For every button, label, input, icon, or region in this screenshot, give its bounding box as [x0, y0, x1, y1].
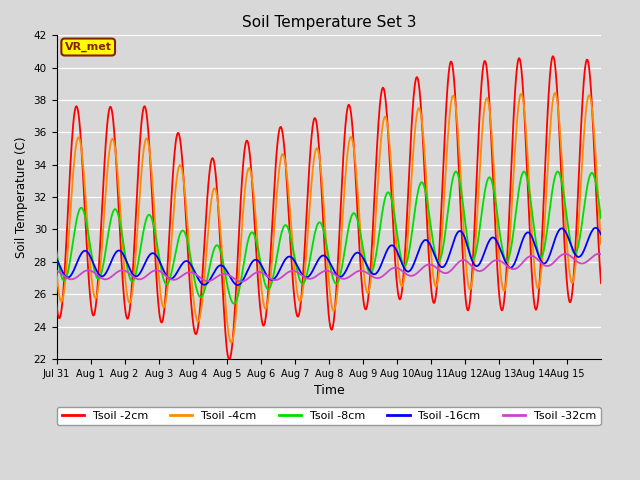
- Y-axis label: Soil Temperature (C): Soil Temperature (C): [15, 136, 28, 258]
- Legend: Tsoil -2cm, Tsoil -4cm, Tsoil -8cm, Tsoil -16cm, Tsoil -32cm: Tsoil -2cm, Tsoil -4cm, Tsoil -8cm, Tsoi…: [57, 407, 600, 425]
- Title: Soil Temperature Set 3: Soil Temperature Set 3: [242, 15, 416, 30]
- X-axis label: Time: Time: [314, 384, 344, 397]
- Text: VR_met: VR_met: [65, 42, 112, 52]
